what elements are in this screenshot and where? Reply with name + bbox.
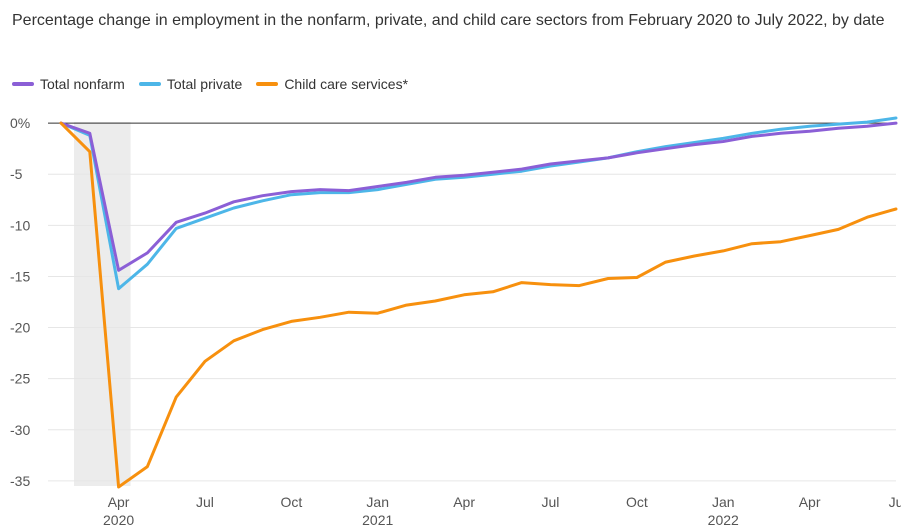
x-tick-label: Jan — [366, 494, 389, 510]
x-tick-label: Apr — [108, 494, 130, 510]
legend-label-total-nonfarm: Total nonfarm — [40, 76, 125, 92]
y-tick-label: -15 — [10, 268, 30, 284]
x-tick-year-label: 2022 — [708, 512, 739, 527]
legend-item-child-care: Child care services* — [256, 76, 408, 92]
y-tick-label: 0% — [10, 115, 30, 131]
x-tick-label: Oct — [280, 494, 302, 510]
legend-label-child-care: Child care services* — [284, 76, 409, 92]
x-tick-label: Jan — [712, 494, 735, 510]
y-tick-label: -35 — [10, 473, 30, 489]
chart-legend: Total nonfarm Total private Child care s… — [12, 76, 408, 92]
legend-label-total-private: Total private — [166, 76, 243, 92]
legend-swatch-total-private — [138, 82, 161, 86]
series-line-total-private — [59, 116, 898, 291]
x-tick-label: Jul — [196, 494, 214, 510]
x-tick-label: Jul — [542, 494, 560, 510]
x-tick-label: Oct — [626, 494, 648, 510]
series-line-total-nonfarm — [59, 121, 898, 272]
y-tick-label: -30 — [10, 422, 30, 438]
legend-item-total-nonfarm: Total nonfarm — [12, 76, 125, 92]
y-tick-label: -20 — [10, 320, 30, 336]
legend-swatch-total-nonfarm — [12, 82, 34, 86]
legend-swatch-child-care — [256, 82, 279, 86]
legend-item-total-private: Total private — [138, 76, 243, 92]
x-tick-label: Ju — [889, 494, 901, 510]
x-tick-label: Apr — [453, 494, 475, 510]
x-tick-label: Apr — [799, 494, 821, 510]
chart-title: Percentage change in employment in the n… — [12, 12, 885, 29]
x-tick-year-label: 2020 — [103, 512, 134, 527]
y-tick-label: -5 — [10, 166, 23, 182]
x-tick-year-label: 2021 — [362, 512, 393, 527]
series-line-child-care-services — [59, 121, 898, 489]
y-tick-label: -10 — [10, 217, 30, 233]
y-tick-label: -25 — [10, 371, 30, 387]
